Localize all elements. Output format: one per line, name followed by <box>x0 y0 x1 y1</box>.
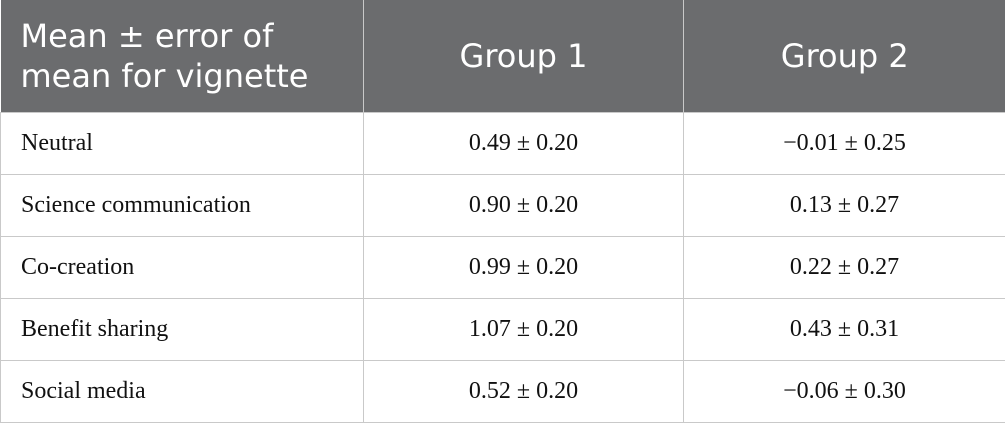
header-cell: Mean ± error of mean for vignette <box>0 0 364 112</box>
table-row: Co-creation 0.99 ± 0.20 0.22 ± 0.27 <box>0 235 1005 299</box>
row-label: Science communication <box>0 173 364 237</box>
value-cell: −0.06 ± 0.30 <box>683 359 1005 423</box>
table-row: Science communication 0.90 ± 0.20 0.13 ± 0… <box>0 173 1005 237</box>
row-label: Social media <box>0 359 364 423</box>
value-cell: 0.13 ± 0.27 <box>683 173 1005 237</box>
row-label: Neutral <box>0 111 364 175</box>
table-row: Neutral 0.49 ± 0.20 −0.01 ± 0.25 <box>0 111 1005 175</box>
header-row: Mean ± error of mean for vignette Group 1… <box>0 0 1005 112</box>
value-cell: 0.43 ± 0.31 <box>683 297 1005 361</box>
value-cell: 0.90 ± 0.20 <box>363 173 684 237</box>
table-row: Social media 0.52 ± 0.20 −0.06 ± 0.30 <box>0 359 1005 423</box>
data-table: Mean ± error of mean for vignette Group 1… <box>0 0 1005 423</box>
table-row: Benefit sharing 1.07 ± 0.20 0.43 ± 0.31 <box>0 297 1005 361</box>
value-cell: 0.22 ± 0.27 <box>683 235 1005 299</box>
header-cell: Group 1 <box>363 0 684 112</box>
value-cell: 1.07 ± 0.20 <box>363 297 684 361</box>
value-cell: −0.01 ± 0.25 <box>683 111 1005 175</box>
row-label: Benefit sharing <box>0 297 364 361</box>
header-cell: Group 2 <box>683 0 1005 112</box>
row-label: Co-creation <box>0 235 364 299</box>
value-cell: 0.99 ± 0.20 <box>363 235 684 299</box>
value-cell: 0.49 ± 0.20 <box>363 111 684 175</box>
value-cell: 0.52 ± 0.20 <box>363 359 684 423</box>
